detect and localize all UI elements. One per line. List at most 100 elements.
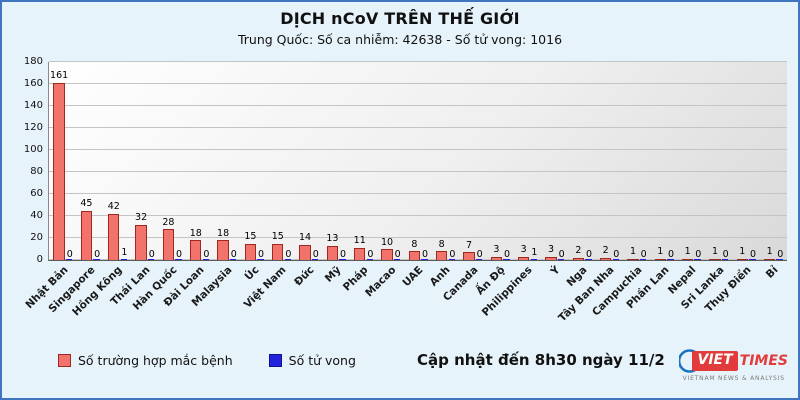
chart-subtitle: Trung Quốc: Số ca nhiễm: 42638 - Số tử v… (237, 32, 563, 47)
deaths-bar (639, 259, 647, 260)
bar-group: 10 0 (377, 62, 404, 260)
cases-bar (326, 245, 339, 260)
y-axis-tick-label: 140 (23, 100, 43, 111)
deaths-value-label: 0 (585, 248, 593, 260)
deaths-bar (557, 259, 565, 260)
deaths-bar (585, 259, 592, 260)
deaths-bar (448, 259, 456, 260)
cases-bar (517, 256, 530, 260)
cases-value-label: 1 (739, 246, 746, 258)
gridline (49, 105, 787, 106)
deaths-bar (93, 259, 100, 260)
bar-group: 18 0 (186, 62, 213, 260)
y-axis-tick-label: 80 (30, 166, 43, 177)
deaths-bar (721, 259, 729, 260)
legend-swatch-cases (58, 354, 71, 367)
deaths-value-label: 0 (503, 248, 511, 260)
cases-bar (53, 82, 65, 260)
bar-group: 32 0 (131, 62, 158, 260)
deaths-bar (257, 259, 264, 260)
cases-bar (408, 251, 421, 260)
bar-group: 45 0 (76, 62, 103, 260)
y-axis-tick-label: 40 (30, 210, 43, 221)
bar-groups: 161 0 45 0 42 1 32 0 28 0 18 0 18 0 15 0 15 0 14 0 13 0 11 0 10 0… (49, 62, 787, 260)
cases-bar (545, 256, 557, 260)
cases-value-label: 28 (162, 216, 175, 228)
cases-value-label: 1 (629, 246, 637, 258)
cases-bar (736, 258, 749, 260)
legend: Số trường hợp mắc bệnh Số tử vong (58, 353, 356, 368)
deaths-value-label: 0 (203, 248, 210, 260)
deaths-value-label: 0 (94, 248, 101, 260)
deaths-bar (366, 259, 374, 260)
x-axis-labels: Nhật Bản Singapore Hồng Kông Thái Lan Hàn Qu… (23, 261, 786, 347)
cases-value-label: 8 (438, 238, 445, 250)
gridline (49, 127, 787, 129)
cases-bar (435, 251, 448, 260)
cases-value-label: 42 (107, 201, 120, 213)
deaths-value-label: 0 (148, 248, 155, 260)
cases-bar (299, 244, 311, 260)
deaths-bar (503, 259, 510, 260)
deaths-value-label: 0 (777, 248, 784, 260)
deaths-bar (339, 259, 346, 260)
cases-value-label: 10 (381, 236, 394, 248)
cases-bar (353, 247, 366, 260)
logo-tagline: VIETNAM NEWS & ANALYSIS (682, 375, 785, 382)
bar-group: 13 0 (322, 62, 349, 260)
gridline (49, 83, 787, 84)
deaths-value-label: 0 (749, 248, 756, 260)
cases-bar (627, 258, 639, 260)
deaths-bar (393, 259, 401, 260)
deaths-bar (175, 259, 182, 260)
gridline (49, 171, 787, 172)
gridline (49, 193, 787, 195)
deaths-value-label: 1 (121, 247, 128, 259)
cases-value-label: 2 (602, 245, 609, 257)
deaths-value-label: 0 (285, 248, 292, 260)
bar-group: 14 0 (295, 62, 322, 260)
legend-item-deaths: Số tử vong (268, 353, 356, 368)
cases-bar (599, 257, 612, 260)
deaths-value-label: 0 (230, 248, 237, 260)
deaths-bar (202, 259, 210, 260)
cases-bar (162, 229, 175, 260)
cases-value-label: 1 (657, 246, 664, 258)
cases-bar (135, 224, 147, 260)
cases-bar (709, 258, 721, 260)
logo-swoosh-icon (679, 349, 697, 373)
gridline (49, 215, 787, 216)
cases-value-label: 15 (244, 231, 257, 243)
deaths-value-label: 0 (422, 248, 429, 260)
y-axis-tick-label: 120 (23, 122, 43, 134)
deaths-value-label: 0 (258, 248, 265, 260)
deaths-value-label: 0 (640, 248, 647, 260)
deaths-value-label: 0 (667, 248, 675, 260)
cases-value-label: 7 (466, 239, 473, 251)
cases-bar (271, 243, 284, 260)
deaths-bar (229, 259, 237, 260)
deaths-bar (776, 259, 784, 260)
deaths-bar (120, 258, 128, 260)
deaths-bar (311, 259, 319, 260)
deaths-value-label: 0 (722, 248, 729, 260)
deaths-value-label: 0 (695, 248, 702, 260)
deaths-value-label: 0 (367, 248, 374, 260)
legend-label-deaths: Số tử vong (288, 353, 356, 368)
cases-value-label: 11 (353, 235, 366, 247)
deaths-value-label: 0 (66, 248, 73, 260)
viettimes-logo: VIET TIMES VIETNAM NEWS & ANALYSIS (679, 349, 788, 382)
y-axis-tick-label: 60 (30, 188, 43, 200)
